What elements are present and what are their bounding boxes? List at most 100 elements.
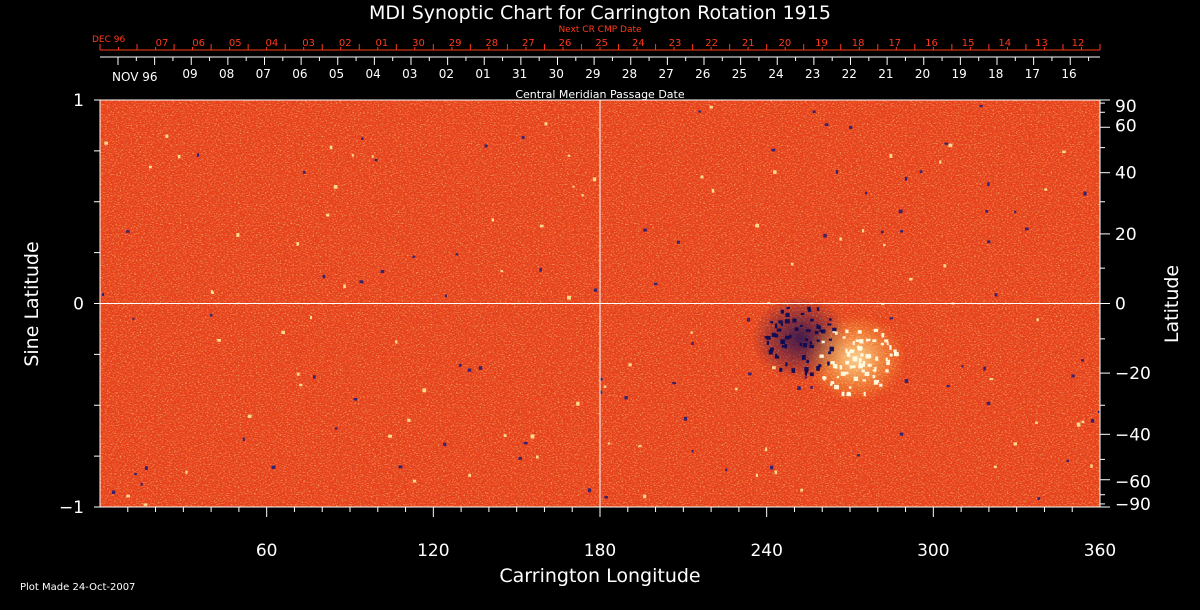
positive-speckle	[690, 331, 693, 334]
next-rotation-ticks: 07 06 05 04 03 02 01 30 29 28 27 26 25 24 23 22 21 20 19 18…	[99, 38, 1101, 50]
negative-speckle	[771, 332, 776, 338]
negative-speckle	[849, 125, 853, 130]
negative-speckle	[805, 329, 811, 332]
positive-speckle	[148, 165, 152, 169]
x-tick-label: 60	[256, 541, 278, 561]
negative-speckle	[809, 372, 814, 377]
positive-speckle	[880, 342, 884, 346]
negative-speckle	[829, 346, 834, 352]
negative-speckle	[766, 335, 771, 340]
positive-speckle	[299, 383, 303, 387]
next-rotation-date: 17	[888, 38, 901, 49]
positive-speckle	[893, 351, 897, 356]
negative-speckle	[786, 306, 790, 309]
next-rotation-date: 21	[742, 38, 755, 49]
positive-speckle	[755, 224, 760, 228]
positive-speckle	[861, 369, 865, 373]
negative-speckle	[827, 323, 832, 326]
x-tick-label: 240	[750, 541, 782, 561]
negative-speckle	[600, 377, 603, 381]
positive-speckle	[847, 352, 851, 357]
negative-speckle	[835, 170, 839, 174]
negative-speckle	[478, 366, 483, 370]
x-tick-label: 180	[584, 541, 616, 561]
negative-speckle	[770, 465, 774, 470]
cmp-date: 18	[988, 67, 1003, 81]
cmp-date: 16	[1061, 67, 1076, 81]
positive-speckle	[371, 155, 374, 158]
negative-speckle	[748, 372, 752, 376]
next-rotation-label: Next CR CMP Date	[558, 25, 642, 35]
field-speckles	[101, 104, 1101, 506]
positive-speckle	[143, 503, 148, 506]
positive-speckle	[281, 330, 285, 335]
negative-speckle	[774, 333, 779, 338]
cmp-date: 19	[951, 67, 966, 81]
positive-speckle	[407, 418, 411, 422]
negative-speckle	[889, 317, 894, 320]
positive-speckle	[1062, 150, 1066, 154]
negative-speckle	[1066, 459, 1070, 463]
negative-speckle	[781, 345, 787, 348]
negative-speckle	[242, 437, 245, 442]
positive-speckle	[885, 357, 888, 362]
negative-speckle	[361, 137, 364, 140]
positive-speckle	[210, 290, 213, 294]
negative-speckle	[140, 482, 143, 486]
positive-speckle	[536, 455, 539, 459]
negative-speckle	[880, 230, 884, 234]
x-tick-label: 300	[917, 541, 949, 561]
positive-speckle	[862, 379, 866, 382]
cmp-date: 28	[622, 67, 637, 81]
negative-speckle	[780, 309, 785, 314]
positive-speckle	[607, 442, 611, 445]
negative-speckle	[809, 344, 814, 349]
positive-speckle	[848, 386, 852, 389]
negative-speckle	[816, 307, 820, 311]
positive-speckle	[765, 447, 768, 452]
cmp-date: 21	[878, 67, 893, 81]
positive-speckle	[840, 371, 846, 376]
positive-speckle	[643, 494, 647, 499]
y-right-tick-label: 40	[1115, 164, 1137, 184]
positive-speckle	[185, 470, 188, 474]
negative-speckle	[144, 466, 148, 471]
positive-speckle	[395, 340, 398, 344]
positive-speckle	[889, 345, 892, 350]
top-date-axis: Next CR CMP Date DEC 96 07 06 05 04 03 02 01 30…	[92, 25, 1101, 101]
positive-speckle	[874, 379, 880, 383]
y-left-tick-label: 1	[73, 91, 84, 111]
positive-speckle	[773, 170, 777, 174]
y-right-tick-label: 60	[1115, 116, 1137, 136]
negative-speckle	[643, 228, 647, 232]
cmp-date: 07	[256, 67, 271, 81]
negative-speckle	[398, 465, 403, 469]
negative-speckle	[484, 144, 488, 148]
y-right-tick-label: −40	[1115, 425, 1151, 445]
positive-speckle	[1044, 188, 1048, 191]
negative-speckle	[865, 191, 868, 195]
positive-speckle	[884, 339, 889, 343]
positive-speckle	[774, 470, 778, 475]
negative-speckle	[654, 282, 658, 286]
positive-speckle	[790, 262, 794, 266]
negative-speckle	[809, 341, 812, 345]
negative-speckle	[776, 328, 782, 332]
positive-speckle	[832, 363, 838, 369]
positive-speckle	[309, 315, 313, 320]
positive-speckle	[864, 371, 870, 377]
negative-speckle	[898, 209, 903, 214]
negative-speckle	[770, 321, 774, 324]
positive-speckle	[886, 342, 889, 346]
positive-speckle	[329, 145, 333, 150]
positive-speckle	[889, 353, 893, 357]
next-rotation-date: 12	[1072, 38, 1085, 49]
next-rotation-date: 15	[962, 38, 975, 49]
positive-speckle	[865, 338, 869, 342]
positive-speckle	[755, 473, 758, 477]
negative-speckle	[804, 376, 807, 379]
negative-speckle	[820, 329, 826, 334]
cmp-date: 23	[805, 67, 820, 81]
positive-speckle	[830, 361, 835, 365]
